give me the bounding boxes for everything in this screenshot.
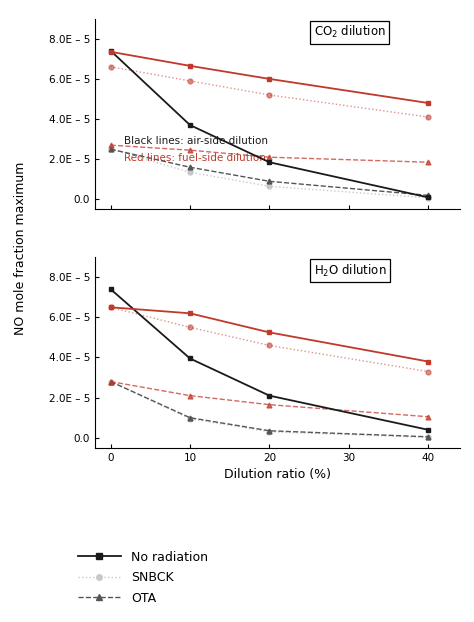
Text: Red lines: fuel-side dilution: Red lines: fuel-side dilution [124,153,266,163]
X-axis label: Dilution ratio (%): Dilution ratio (%) [224,468,331,481]
Text: Black lines: air-side dilution: Black lines: air-side dilution [124,136,268,146]
Text: CO$_2$ dilution: CO$_2$ dilution [314,24,386,40]
Legend: No radiation, SNBCK, OTA: No radiation, SNBCK, OTA [73,545,213,610]
Text: H$_2$O dilution: H$_2$O dilution [314,263,386,279]
Text: NO mole fraction maximum: NO mole fraction maximum [14,162,27,335]
